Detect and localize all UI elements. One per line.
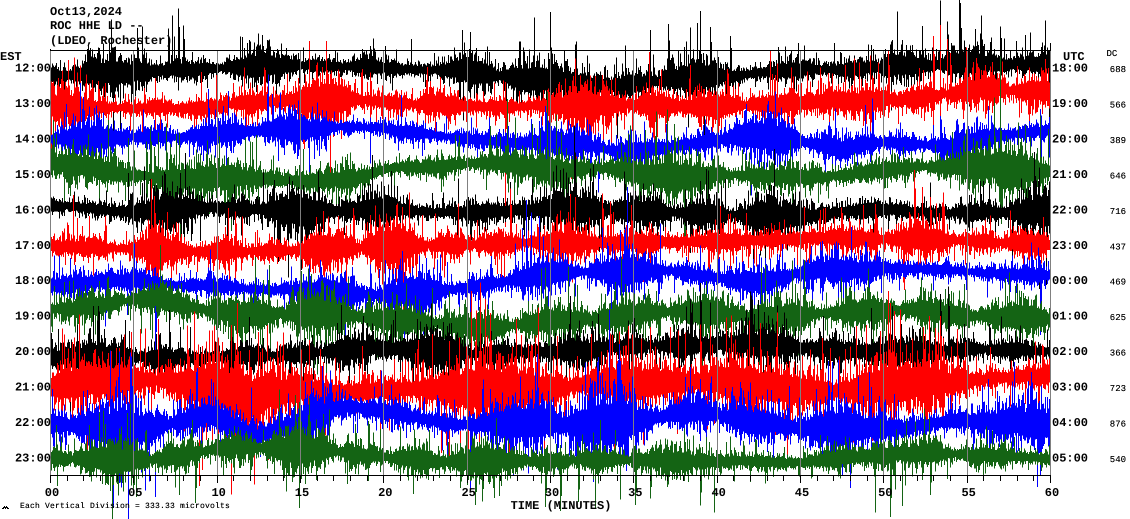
svg-text:16:00: 16:00 xyxy=(15,203,51,217)
svg-text:01:00: 01:00 xyxy=(1052,310,1088,324)
svg-text:469: 469 xyxy=(1110,278,1126,288)
svg-text:12:00: 12:00 xyxy=(15,62,51,76)
svg-text:22:00: 22:00 xyxy=(15,416,51,430)
svg-text:50: 50 xyxy=(878,486,892,500)
svg-text:Oct13,2024: Oct13,2024 xyxy=(50,5,122,19)
svg-text:437: 437 xyxy=(1110,242,1126,252)
svg-text:723: 723 xyxy=(1110,384,1126,394)
svg-text:10: 10 xyxy=(211,486,225,500)
svg-text:00: 00 xyxy=(45,486,59,500)
svg-text:55: 55 xyxy=(961,486,975,500)
svg-text:625: 625 xyxy=(1110,313,1126,323)
svg-text:366: 366 xyxy=(1110,349,1126,359)
svg-text:23:00: 23:00 xyxy=(15,451,51,465)
svg-text:40: 40 xyxy=(711,486,725,500)
svg-text:Each Vertical Division = 333.3: Each Vertical Division = 333.33 microvol… xyxy=(20,502,230,511)
svg-text:60: 60 xyxy=(1045,486,1059,500)
svg-text:05:00: 05:00 xyxy=(1052,451,1088,465)
svg-text:540: 540 xyxy=(1110,455,1126,465)
svg-text:UTC: UTC xyxy=(1063,50,1085,64)
svg-text:14:00: 14:00 xyxy=(15,133,51,147)
svg-text:716: 716 xyxy=(1110,207,1126,217)
svg-text:18:00: 18:00 xyxy=(1052,62,1088,76)
svg-text:716: 716 xyxy=(1110,207,1126,217)
svg-text:15:00: 15:00 xyxy=(15,168,51,182)
svg-text:TIME (MINUTES): TIME (MINUTES) xyxy=(511,499,612,513)
svg-text:19:00: 19:00 xyxy=(1052,97,1088,111)
svg-text:05: 05 xyxy=(128,486,142,500)
svg-text:23:00: 23:00 xyxy=(1052,239,1088,253)
svg-text:20: 20 xyxy=(378,486,392,500)
svg-text:EST: EST xyxy=(0,50,22,64)
svg-text:18:00: 18:00 xyxy=(15,274,51,288)
svg-text:876: 876 xyxy=(1110,419,1126,429)
svg-text:DC: DC xyxy=(1107,49,1118,59)
svg-text:02:00: 02:00 xyxy=(1052,345,1088,359)
svg-text:566: 566 xyxy=(1110,101,1126,111)
svg-text:30: 30 xyxy=(545,486,559,500)
svg-text:19:00: 19:00 xyxy=(15,310,51,324)
svg-text:540: 540 xyxy=(1110,455,1126,465)
svg-text:04:00: 04:00 xyxy=(1052,416,1088,430)
svg-text:389: 389 xyxy=(1110,136,1126,146)
svg-text:20:00: 20:00 xyxy=(1052,133,1088,147)
svg-text:DC: DC xyxy=(1107,49,1118,59)
svg-text:366: 366 xyxy=(1110,349,1126,359)
svg-text:00:00: 00:00 xyxy=(1052,274,1088,288)
svg-text:566: 566 xyxy=(1110,101,1126,111)
svg-text:17:00: 17:00 xyxy=(15,239,51,253)
svg-text:688: 688 xyxy=(1110,65,1126,75)
svg-text:646: 646 xyxy=(1110,172,1126,182)
svg-text:625: 625 xyxy=(1110,313,1126,323)
svg-text:(LDEO, Rochester): (LDEO, Rochester) xyxy=(50,34,172,48)
svg-text:437: 437 xyxy=(1110,242,1126,252)
svg-text:21:00: 21:00 xyxy=(15,381,51,395)
svg-text:646: 646 xyxy=(1110,172,1126,182)
svg-text:21:00: 21:00 xyxy=(1052,168,1088,182)
svg-text:35: 35 xyxy=(628,486,642,500)
svg-text:25: 25 xyxy=(461,486,475,500)
svg-text:45: 45 xyxy=(795,486,809,500)
svg-text:03:00: 03:00 xyxy=(1052,381,1088,395)
svg-text:22:00: 22:00 xyxy=(1052,203,1088,217)
svg-text:13:00: 13:00 xyxy=(15,97,51,111)
svg-text:15: 15 xyxy=(295,486,309,500)
svg-text:688: 688 xyxy=(1110,65,1126,75)
svg-text:876: 876 xyxy=(1110,419,1126,429)
svg-text:ROC HHE LD --: ROC HHE LD -- xyxy=(50,19,144,33)
svg-text:389: 389 xyxy=(1110,136,1126,146)
svg-text:Each Vertical Division = 333.3: Each Vertical Division = 333.33 microvol… xyxy=(20,502,230,511)
svg-text:723: 723 xyxy=(1110,384,1126,394)
svg-text:20:00: 20:00 xyxy=(15,345,51,359)
svg-text:469: 469 xyxy=(1110,278,1126,288)
